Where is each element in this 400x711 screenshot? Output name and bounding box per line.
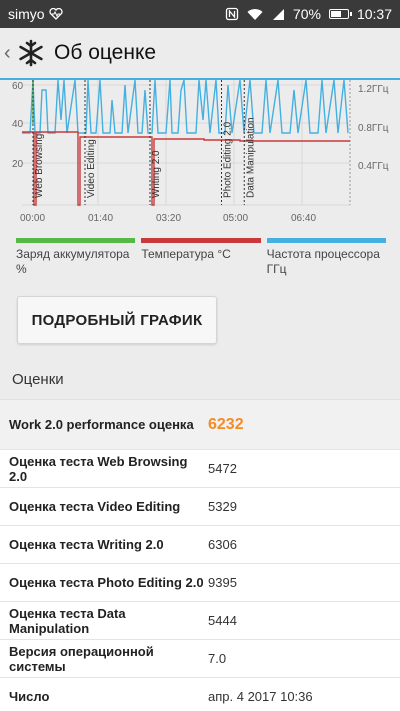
- row-label: Оценка теста Data Manipulation: [9, 605, 126, 636]
- table-row: Work 2.0 performance оценка 6232: [0, 400, 400, 450]
- legend-item-temperature: Температура °C: [141, 238, 261, 277]
- detailed-chart-button[interactable]: ПОДРОБНЫЙ ГРАФИК: [17, 296, 217, 344]
- row-value: 6306: [208, 537, 237, 552]
- y-right-tick: 0.4ГГц: [358, 161, 389, 172]
- test-marker-label: Video Editing: [86, 139, 97, 198]
- back-chevron-icon[interactable]: ‹: [4, 41, 11, 64]
- row-value: 5472: [208, 461, 237, 476]
- scores-heading: Оценки: [12, 371, 64, 388]
- row-value: 5329: [208, 499, 237, 514]
- y-left-tick: 20: [12, 159, 24, 170]
- row-label: Work 2.0 performance оценка: [9, 417, 194, 432]
- chart-legend: Заряд аккумулятора % Температура °C Част…: [16, 238, 386, 277]
- y-left-tick: 60: [12, 81, 24, 92]
- test-marker-label: Writing 2.0: [151, 150, 162, 198]
- page-title: Об оценке: [54, 41, 157, 64]
- test-marker-label: Web Browsing: [34, 134, 45, 198]
- row-label: Версия операционной системы: [9, 643, 154, 674]
- x-tick: 01:40: [88, 213, 113, 224]
- row-value: 6232: [208, 415, 244, 433]
- row-label: Оценка теста Photo Editing 2.0: [9, 575, 204, 590]
- y-right-tick: 0.8ГГц: [358, 123, 389, 134]
- legend-swatch: [141, 238, 261, 243]
- temperature-line: [22, 131, 350, 206]
- table-row: Оценка теста Data Manipulation 5444: [0, 602, 400, 640]
- status-bar: simyo 70% 10:37: [0, 0, 400, 28]
- heart-pulse-icon: [48, 8, 63, 20]
- nfc-icon: [225, 7, 239, 21]
- carrier-name: simyo: [8, 6, 45, 22]
- legend-item-battery: Заряд аккумулятора %: [16, 238, 136, 277]
- chart-svg: Web Browsing Video Editing Writing 2.0 Phot…: [12, 80, 389, 224]
- cpu-frequency-line: [22, 80, 349, 134]
- row-label: Оценка теста Writing 2.0: [9, 537, 164, 552]
- test-marker-label: Data Manipulation: [245, 117, 256, 198]
- battery-percent: 70%: [292, 6, 321, 22]
- carrier: simyo: [8, 6, 63, 22]
- test-marker-label: Photo Editing 2.0: [223, 121, 234, 198]
- table-row: Оценка теста Video Editing 5329: [0, 488, 400, 526]
- wifi-icon: [247, 8, 263, 20]
- x-tick: 06:40: [291, 213, 316, 224]
- table-row: Оценка теста Photo Editing 2.0 9395: [0, 564, 400, 602]
- row-label: Оценка теста Web Browsing 2.0: [9, 453, 188, 484]
- battery-icon: [328, 9, 352, 19]
- table-row: Версия операционной системы 7.0: [0, 640, 400, 678]
- row-value: 5444: [208, 613, 237, 628]
- scores-table: Work 2.0 performance оценка 6232 Оценка …: [0, 399, 400, 711]
- row-value: 7.0: [208, 651, 227, 666]
- legend-label: Заряд аккумулятора %: [16, 247, 130, 276]
- legend-item-cpu: Частота процессора ГГц: [266, 238, 386, 277]
- y-left-tick: 40: [12, 119, 24, 130]
- x-tick: 00:00: [20, 213, 45, 224]
- row-label: Число: [9, 689, 50, 704]
- table-row: Оценка теста Web Browsing 2.0 5472: [0, 450, 400, 488]
- legend-swatch: [266, 238, 386, 243]
- legend-label: Температура °C: [141, 247, 231, 261]
- performance-chart: Web Browsing Video Editing Writing 2.0 Phot…: [0, 80, 400, 230]
- app-bar: ‹ Об оценке: [0, 28, 400, 80]
- row-value: 9395: [208, 575, 237, 590]
- x-tick: 03:20: [156, 213, 181, 224]
- legend-label: Частота процессора ГГц: [266, 247, 380, 276]
- row-value: апр. 4 2017 10:36: [208, 689, 313, 704]
- x-tick: 05:00: [223, 213, 248, 224]
- row-label: Оценка теста Video Editing: [9, 499, 181, 514]
- clock: 10:37: [356, 6, 392, 22]
- y-right-tick: 1.2ГГц: [358, 84, 389, 95]
- table-row: Оценка теста Writing 2.0 6306: [0, 526, 400, 564]
- legend-swatch: [16, 238, 136, 243]
- table-row: Число апр. 4 2017 10:36: [0, 678, 400, 711]
- snowflake-icon[interactable]: [16, 38, 46, 68]
- signal-icon: [272, 8, 284, 20]
